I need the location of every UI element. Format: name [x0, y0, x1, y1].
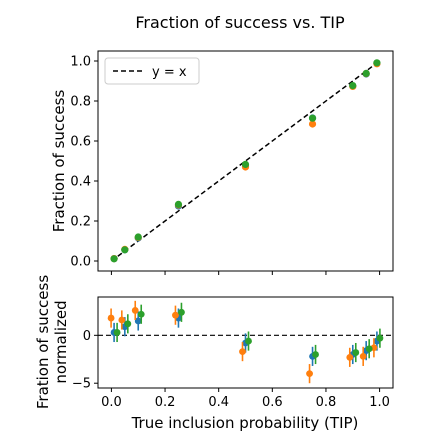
legend-label-y-equals-x: y = x: [152, 65, 187, 80]
top-y-tick-label: 0.8: [70, 95, 91, 110]
bottom-point-s2-0: [113, 329, 121, 336]
top-point-s2-7: [362, 69, 370, 77]
bottom-x-tick-label: 0.4: [208, 395, 229, 410]
bottom-y-tick-label: 0: [83, 329, 91, 344]
bottom-data-marks: [98, 300, 393, 384]
top-y-axis-label: Fraction of success: [50, 90, 68, 233]
bottom-x-tick-label: 1.0: [369, 395, 390, 410]
bottom-x-tick-label: 0.6: [262, 395, 283, 410]
bottom-point-s2-2: [137, 310, 145, 318]
top-data-marks: [110, 59, 381, 263]
top-point-s1-5: [308, 120, 317, 128]
bottom-point-s1-7: [359, 352, 367, 360]
legend: y = x: [104, 57, 200, 85]
bottom-point-s1-2: [131, 307, 139, 314]
bottom-x-tick-label: 0.2: [155, 395, 176, 410]
bottom-point-s1-3: [172, 311, 179, 319]
bottom-point-s2-1: [124, 320, 132, 328]
bottom-point-s2-6: [352, 349, 360, 356]
top-point-s2-3: [174, 200, 183, 208]
top-y-tick-label: 0.4: [70, 175, 91, 190]
bottom-point-s2-4: [245, 337, 252, 345]
top-y-tick-label: 0.2: [70, 215, 91, 230]
bottom-point-s2-7: [365, 345, 373, 353]
top-y-tick-label: 1.0: [70, 55, 91, 70]
bottom-y-tick-label: −5: [72, 377, 91, 392]
bottom-y-axis-label-line-1: Fration of success: [34, 275, 52, 409]
bottom-point-s2-8: [376, 334, 384, 342]
top-point-s2-8: [373, 59, 381, 67]
figure-title: Fraction of success vs. TIP: [135, 13, 345, 32]
top-y-ticks: 0.0 0.2 0.4 0.6 0.8 1.0: [70, 55, 98, 270]
top-y-tick-label: 0.6: [70, 135, 91, 150]
top-point-s2-0: [110, 255, 118, 263]
bottom-point-s1-5: [306, 370, 313, 378]
bottom-x-tick-label: 0.0: [101, 395, 122, 410]
bottom-panel: −5 0 0.0 0.2 0.4 0.6 0.8 1.0 Fration of succes…: [34, 275, 394, 432]
bottom-y-ticks: −5 0: [72, 329, 98, 392]
bottom-panel-frame: [97, 296, 394, 389]
x-axis-label: True inclusion probability (TIP): [131, 414, 359, 432]
bottom-y-axis-label-line-2: normalized: [52, 300, 70, 383]
top-point-s2-1: [121, 246, 129, 254]
top-point-s2-6: [349, 82, 357, 90]
top-x-ticks: [110, 271, 381, 275]
top-point-s2-2: [134, 233, 142, 241]
top-point-s2-4: [241, 160, 250, 168]
top-point-s2-5: [308, 114, 317, 122]
top-panel-frame: [97, 50, 394, 272]
bottom-point-s2-3: [178, 308, 185, 316]
bottom-point-s1-0: [107, 314, 115, 322]
bottom-point-s1-6: [346, 353, 354, 361]
top-y-tick-label: 0.0: [70, 255, 91, 270]
bottom-point-s2-5: [312, 351, 319, 358]
legend-box: [104, 57, 200, 85]
bottom-point-s0-2: [134, 317, 142, 325]
bottom-x-ticks: 0.0 0.2 0.4 0.6 0.8 1.0: [101, 388, 390, 410]
top-panel: 0.0 0.2 0.4 0.6 0.8 1.0 Fraction of success y…: [50, 50, 394, 275]
bottom-x-tick-label: 0.8: [316, 395, 337, 410]
bottom-point-s1-4: [239, 348, 246, 355]
bottom-point-s1-1: [118, 316, 126, 324]
